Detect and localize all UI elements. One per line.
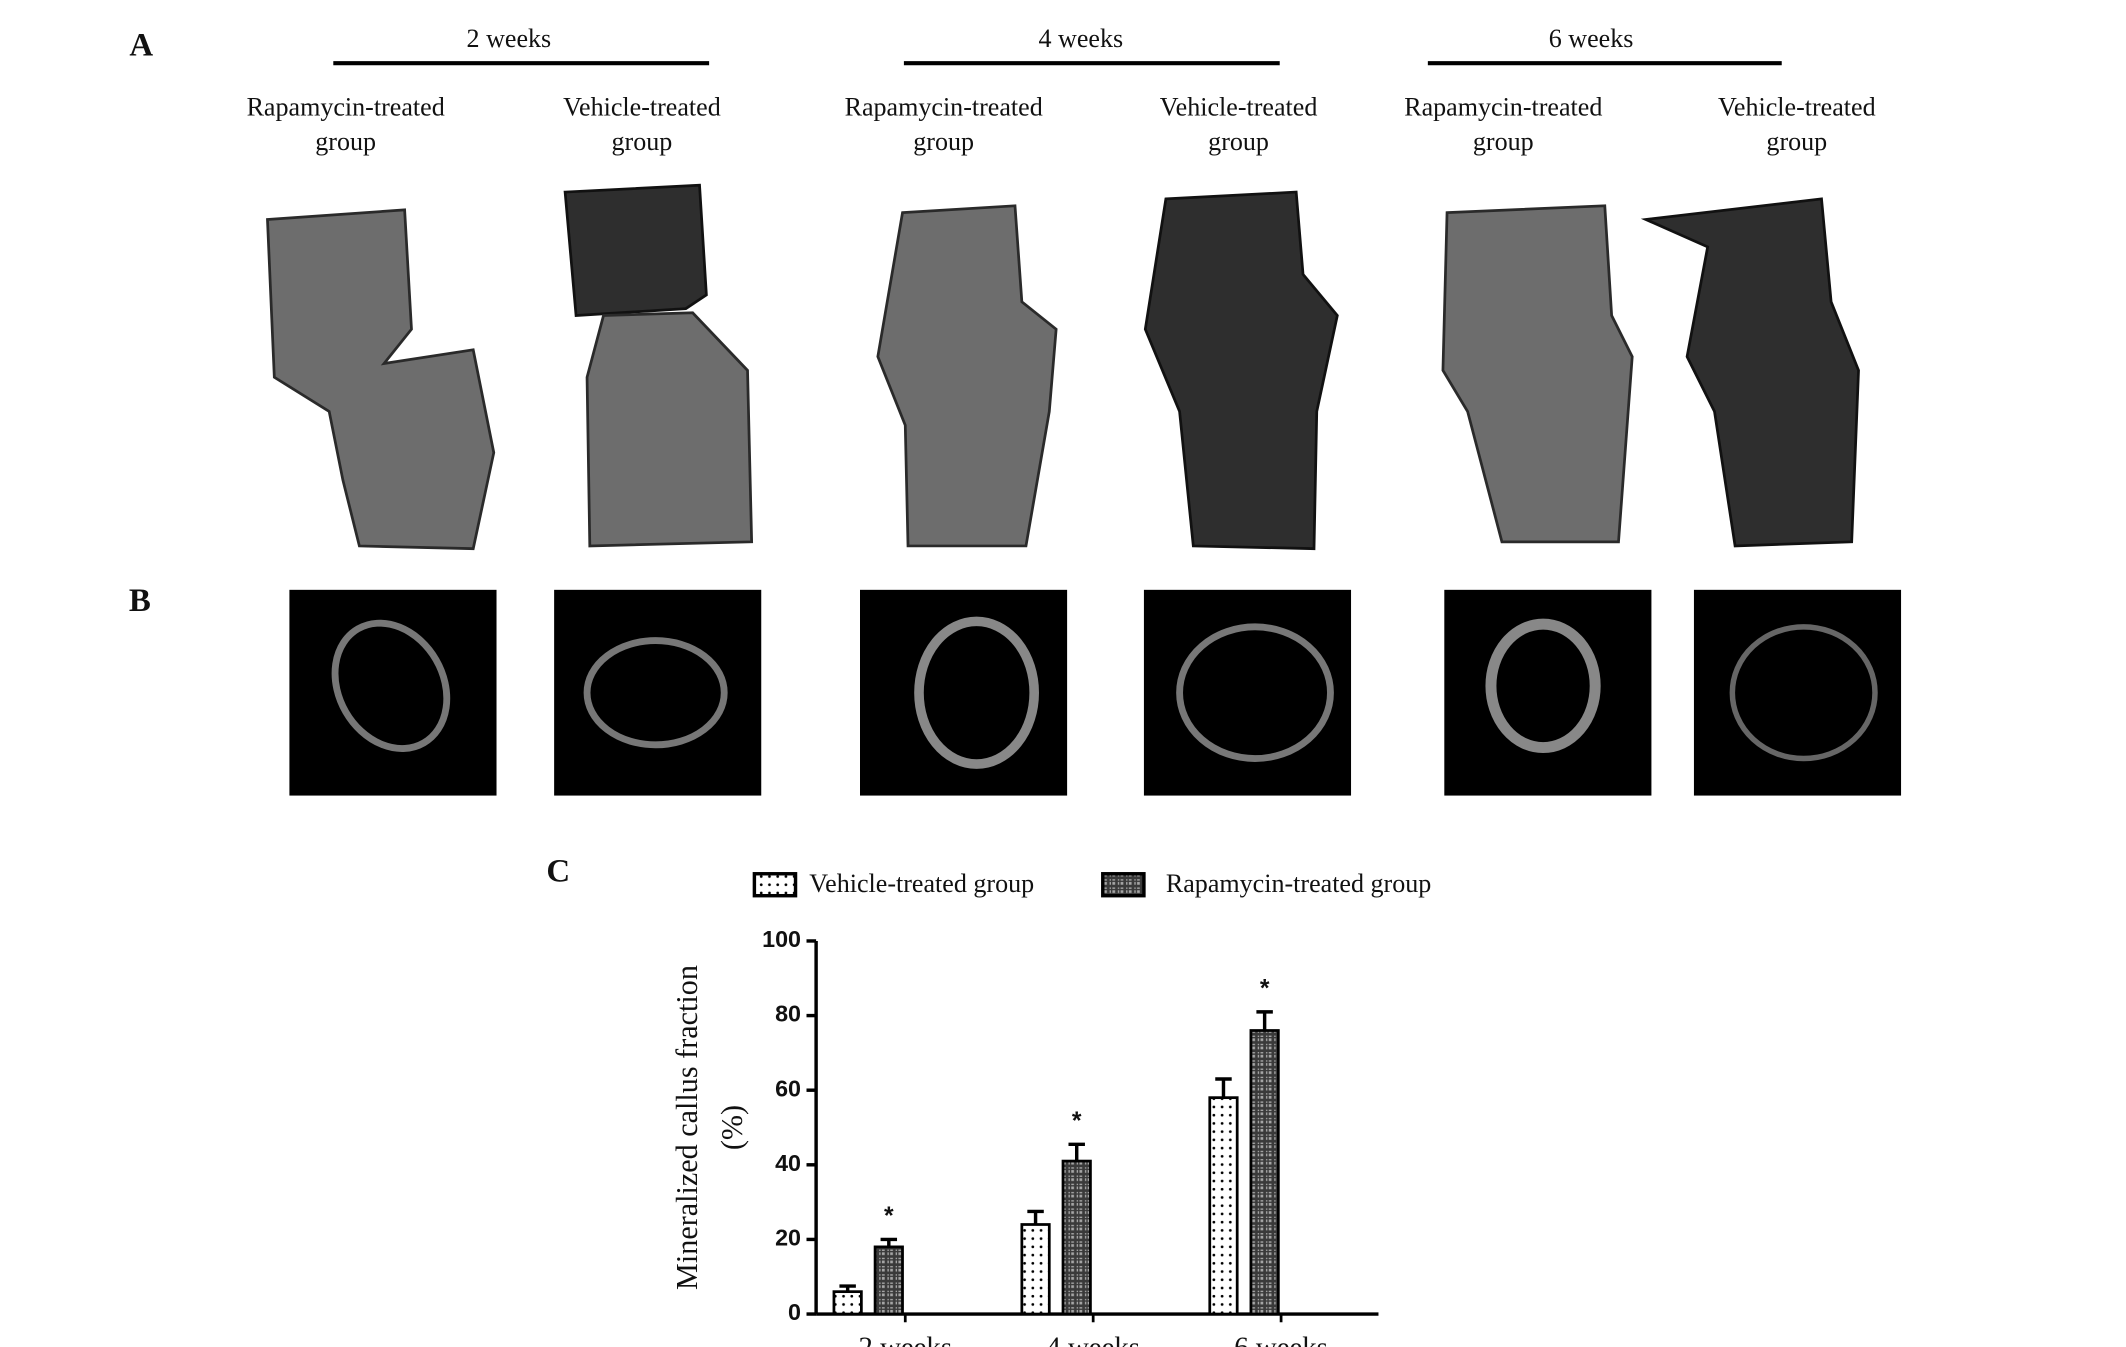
- group-label: Vehicle-treated: [1160, 93, 1318, 122]
- group-label: group: [1473, 127, 1534, 156]
- x-tick-label: 4 weeks: [1046, 1331, 1140, 1347]
- bone-renders: [266, 183, 1860, 551]
- panel-label: C: [546, 853, 570, 889]
- group-label: group: [315, 127, 376, 156]
- legend-swatch: [752, 872, 798, 898]
- group-label: group: [1766, 127, 1827, 156]
- significance-mark: *: [1260, 975, 1270, 1002]
- y-tick-label: 20: [775, 1225, 801, 1251]
- y-tick-label: 80: [775, 1001, 801, 1027]
- timepoint-label: 6 weeks: [1549, 24, 1634, 53]
- x-tick-label: 6 weeks: [1234, 1331, 1328, 1347]
- legend-swatch: [1101, 872, 1146, 898]
- legend-label: Vehicle-treated group: [809, 869, 1034, 898]
- y-axis-label: Mineralized callus fraction: [670, 965, 704, 1290]
- cross-sections: [289, 589, 1902, 796]
- bar: [1061, 1159, 1092, 1316]
- group-label: Rapamycin-treated: [1404, 93, 1602, 122]
- y-tick-label: 100: [762, 926, 801, 952]
- group-label: group: [913, 127, 974, 156]
- bar: [873, 1245, 904, 1316]
- bar: [832, 1290, 863, 1316]
- legend-label: Rapamycin-treated group: [1166, 869, 1431, 898]
- group-label: group: [1208, 127, 1269, 156]
- timepoint-label: 2 weeks: [467, 24, 552, 53]
- panel-label: A: [129, 28, 153, 64]
- bar: [1208, 1096, 1239, 1316]
- group-label: Rapamycin-treated: [845, 93, 1043, 122]
- timepoint-label: 4 weeks: [1039, 24, 1124, 53]
- group-label: Vehicle-treated: [563, 93, 721, 122]
- y-tick-label: 60: [775, 1075, 801, 1101]
- significance-mark: *: [884, 1203, 894, 1230]
- y-tick-label: 0: [788, 1299, 801, 1325]
- group-label: Vehicle-treated: [1718, 93, 1876, 122]
- panel-label: B: [129, 583, 151, 619]
- y-axis-label: (%): [715, 1105, 749, 1150]
- bar: [1020, 1223, 1051, 1316]
- bar: [1249, 1029, 1280, 1316]
- y-tick-label: 40: [775, 1150, 801, 1176]
- significance-mark: *: [1072, 1108, 1082, 1135]
- group-label: Rapamycin-treated: [247, 93, 445, 122]
- group-label: group: [612, 127, 673, 156]
- x-tick-label: 2 weeks: [858, 1331, 952, 1347]
